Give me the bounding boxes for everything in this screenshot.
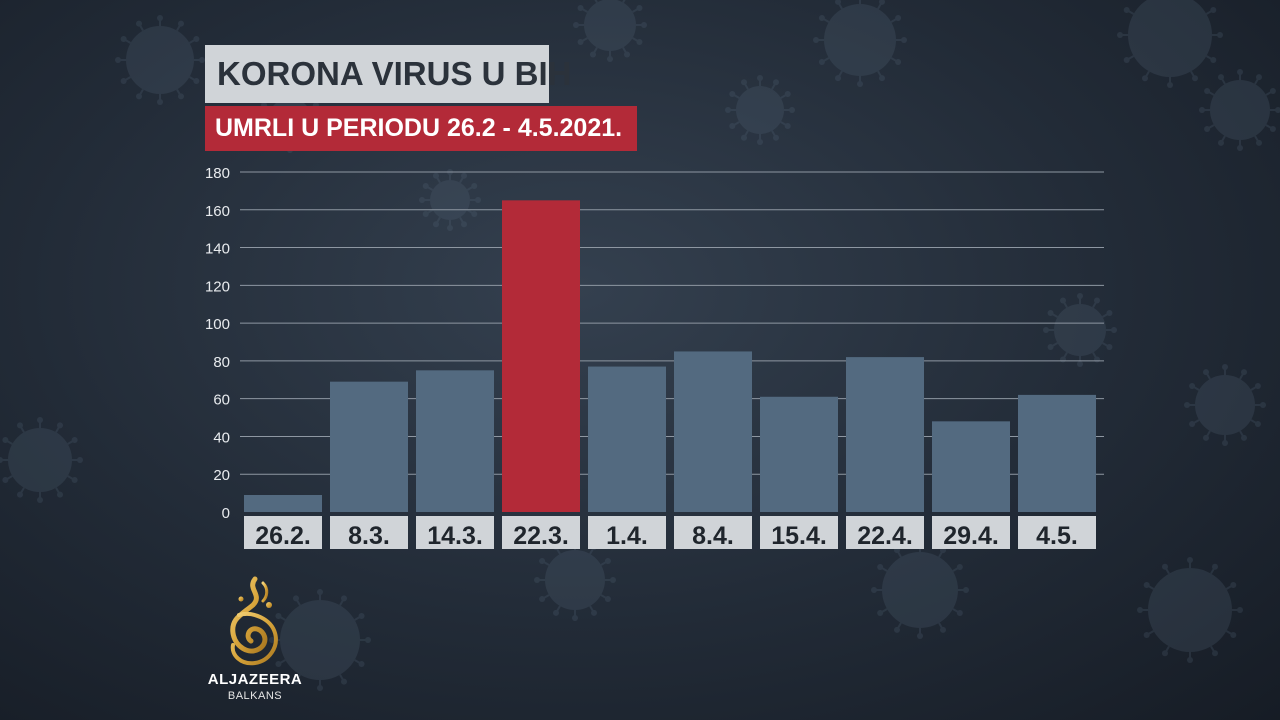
- x-label-box: [588, 516, 666, 549]
- y-tick-label: 180: [205, 165, 230, 182]
- x-tick-label: 4.5.: [1036, 522, 1078, 550]
- x-label-box: [932, 516, 1010, 549]
- x-tick-label: 15.4.: [771, 522, 827, 550]
- x-label-box: [416, 516, 494, 549]
- y-tick-label: 0: [222, 505, 230, 522]
- virus-particle: [1043, 293, 1117, 367]
- chart-title: KORONA VIRUS U BIH: [205, 45, 571, 103]
- x-label-box: [760, 516, 838, 549]
- chart-subtitle: UMRLI U PERIODU 26.2 - 4.5.2021.: [205, 106, 637, 151]
- logo-sub: BALKANS: [227, 690, 283, 702]
- x-label-box: [330, 516, 408, 549]
- bar-154: [760, 396, 838, 512]
- y-tick-label: 140: [205, 241, 230, 258]
- x-label-box: [1018, 516, 1096, 549]
- virus-particle: [813, 0, 907, 87]
- bar-45: [1018, 394, 1096, 512]
- virus-particle: [1184, 364, 1266, 446]
- x-tick-label: 8.4.: [692, 522, 734, 550]
- aljazeera-logo: ALJAZEERA BALKANS: [205, 575, 305, 705]
- virus-particle: [1117, 0, 1223, 88]
- x-tick-label: 22.4.: [857, 522, 913, 550]
- virus-particle: [1199, 69, 1280, 151]
- bar-224: [846, 357, 924, 512]
- virus-particle: [0, 417, 83, 503]
- virus-particle: [1137, 557, 1243, 663]
- bar-262: [244, 495, 322, 512]
- virus-particle: [573, 0, 647, 62]
- virus-particle: [725, 75, 795, 145]
- bar-84: [674, 351, 752, 512]
- y-tick-label: 120: [205, 278, 230, 295]
- y-tick-label: 100: [205, 316, 230, 333]
- x-tick-label: 8.3.: [348, 522, 390, 550]
- y-tick-label: 60: [213, 392, 230, 409]
- x-tick-label: 26.2.: [255, 522, 311, 550]
- virus-particle: [269, 589, 371, 691]
- virus-particle: [534, 539, 616, 621]
- x-tick-label: 22.3.: [513, 522, 569, 550]
- bar-14: [588, 366, 666, 512]
- bar-83: [330, 381, 408, 512]
- y-tick-label: 20: [213, 467, 230, 484]
- y-tick-label: 160: [205, 203, 230, 220]
- logo-brand: ALJAZEERA: [207, 671, 303, 688]
- bar-223: [502, 200, 580, 513]
- x-tick-label: 14.3.: [427, 522, 483, 550]
- x-label-box: [502, 516, 580, 549]
- x-tick-label: 1.4.: [606, 522, 648, 550]
- bar-143: [416, 370, 494, 512]
- aljazeera-logo-icon: [230, 576, 278, 666]
- virus-particle: [115, 15, 205, 105]
- x-label-box: [846, 516, 924, 549]
- x-tick-label: 29.4.: [943, 522, 999, 550]
- x-label-box: [674, 516, 752, 549]
- y-tick-label: 80: [213, 354, 230, 371]
- x-label-box: [244, 516, 322, 549]
- bar-294: [932, 421, 1010, 512]
- y-tick-label: 40: [213, 429, 230, 446]
